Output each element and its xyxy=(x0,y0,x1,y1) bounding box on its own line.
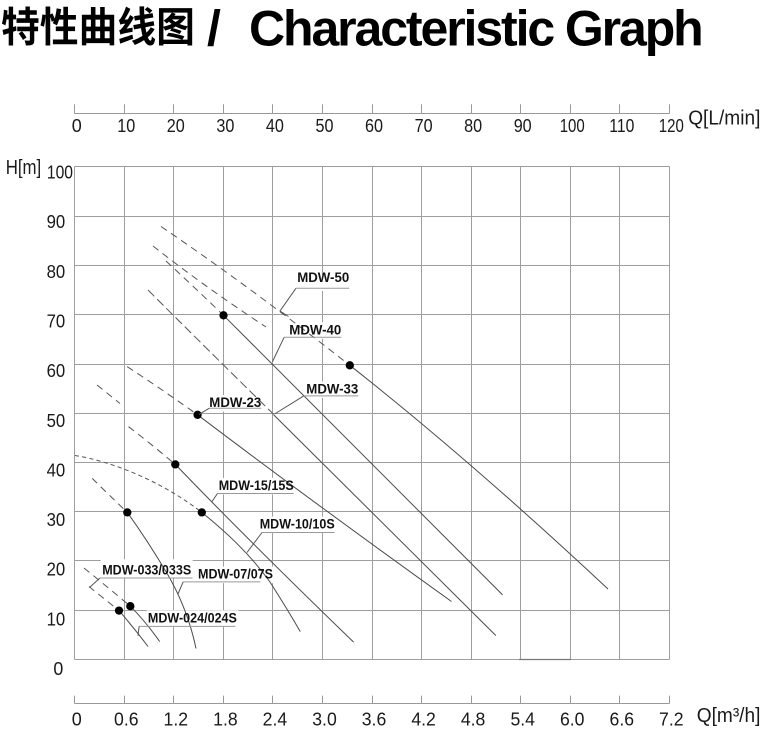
svg-text:Characteristic Graph: Characteristic Graph xyxy=(249,0,702,56)
svg-text:/: / xyxy=(207,0,221,56)
svg-text:MDW-033/033S: MDW-033/033S xyxy=(102,562,191,577)
svg-text:40: 40 xyxy=(47,460,66,480)
svg-text:50: 50 xyxy=(316,116,334,136)
svg-text:0: 0 xyxy=(72,710,82,730)
svg-text:MDW-07/07S: MDW-07/07S xyxy=(198,567,273,582)
svg-text:MDW-23: MDW-23 xyxy=(209,395,261,410)
svg-text:6.6: 6.6 xyxy=(610,710,635,730)
svg-text:7.2: 7.2 xyxy=(659,710,684,730)
svg-text:60: 60 xyxy=(365,116,383,136)
svg-text:30: 30 xyxy=(47,510,66,530)
svg-text:MDW-10/10S: MDW-10/10S xyxy=(260,517,335,532)
svg-text:5.4: 5.4 xyxy=(510,710,535,730)
svg-text:100: 100 xyxy=(47,163,73,183)
svg-text:Q[m³/h]: Q[m³/h] xyxy=(697,705,761,727)
svg-text:10: 10 xyxy=(47,609,66,629)
svg-text:50: 50 xyxy=(47,411,66,431)
svg-text:3.0: 3.0 xyxy=(312,710,337,730)
svg-text:1.2: 1.2 xyxy=(164,710,189,730)
svg-text:MDW-40: MDW-40 xyxy=(289,322,341,337)
svg-text:MDW-024/024S: MDW-024/024S xyxy=(148,610,237,625)
svg-text:70: 70 xyxy=(415,116,433,136)
svg-text:110: 110 xyxy=(609,116,634,136)
svg-text:H[m]: H[m] xyxy=(6,157,42,179)
svg-text:10: 10 xyxy=(117,116,135,136)
svg-text:0: 0 xyxy=(53,659,63,679)
svg-text:2.4: 2.4 xyxy=(263,710,288,730)
svg-text:0.6: 0.6 xyxy=(114,710,139,730)
svg-text:0: 0 xyxy=(72,116,82,136)
svg-text:30: 30 xyxy=(216,116,234,136)
svg-text:3.6: 3.6 xyxy=(362,710,387,730)
svg-text:MDW-50: MDW-50 xyxy=(297,270,349,285)
svg-text:20: 20 xyxy=(47,560,66,580)
svg-text:1.8: 1.8 xyxy=(213,710,238,730)
svg-text:80: 80 xyxy=(464,116,482,136)
svg-text:Q[L/min]: Q[L/min] xyxy=(688,108,760,130)
svg-text:MDW-15/15S: MDW-15/15S xyxy=(219,478,294,493)
svg-text:60: 60 xyxy=(47,361,66,381)
svg-text:100: 100 xyxy=(560,116,585,136)
svg-text:40: 40 xyxy=(266,116,284,136)
svg-text:4.8: 4.8 xyxy=(461,710,486,730)
svg-text:70: 70 xyxy=(47,311,66,331)
svg-text:120: 120 xyxy=(659,116,684,136)
svg-text:90: 90 xyxy=(514,116,532,136)
svg-text:MDW-33: MDW-33 xyxy=(306,381,358,396)
svg-text:4.2: 4.2 xyxy=(411,710,436,730)
svg-text:20: 20 xyxy=(167,116,185,136)
svg-text:6.0: 6.0 xyxy=(560,710,585,730)
svg-text:80: 80 xyxy=(47,262,66,282)
svg-text:90: 90 xyxy=(47,212,66,232)
